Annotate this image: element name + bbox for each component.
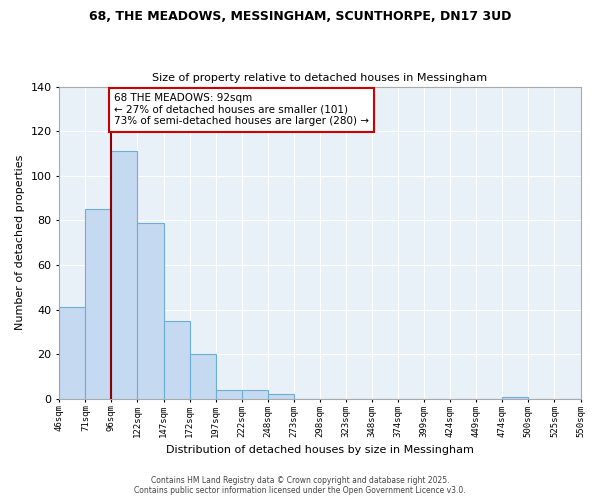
Title: Size of property relative to detached houses in Messingham: Size of property relative to detached ho…	[152, 73, 487, 83]
Bar	[85, 209, 112, 399]
Y-axis label: Number of detached properties: Number of detached properties	[15, 155, 25, 330]
Bar	[112, 151, 137, 399]
Bar	[164, 321, 190, 399]
Bar	[59, 308, 85, 399]
Text: 68, THE MEADOWS, MESSINGHAM, SCUNTHORPE, DN17 3UD: 68, THE MEADOWS, MESSINGHAM, SCUNTHORPE,…	[89, 10, 511, 23]
Text: 68 THE MEADOWS: 92sqm
← 27% of detached houses are smaller (101)
73% of semi-det: 68 THE MEADOWS: 92sqm ← 27% of detached …	[114, 93, 369, 126]
Bar	[215, 390, 242, 399]
Text: Contains HM Land Registry data © Crown copyright and database right 2025.
Contai: Contains HM Land Registry data © Crown c…	[134, 476, 466, 495]
Bar	[190, 354, 215, 399]
Bar	[137, 222, 164, 399]
Bar	[268, 394, 294, 399]
Bar	[502, 396, 529, 399]
X-axis label: Distribution of detached houses by size in Messingham: Distribution of detached houses by size …	[166, 445, 474, 455]
Bar	[242, 390, 268, 399]
